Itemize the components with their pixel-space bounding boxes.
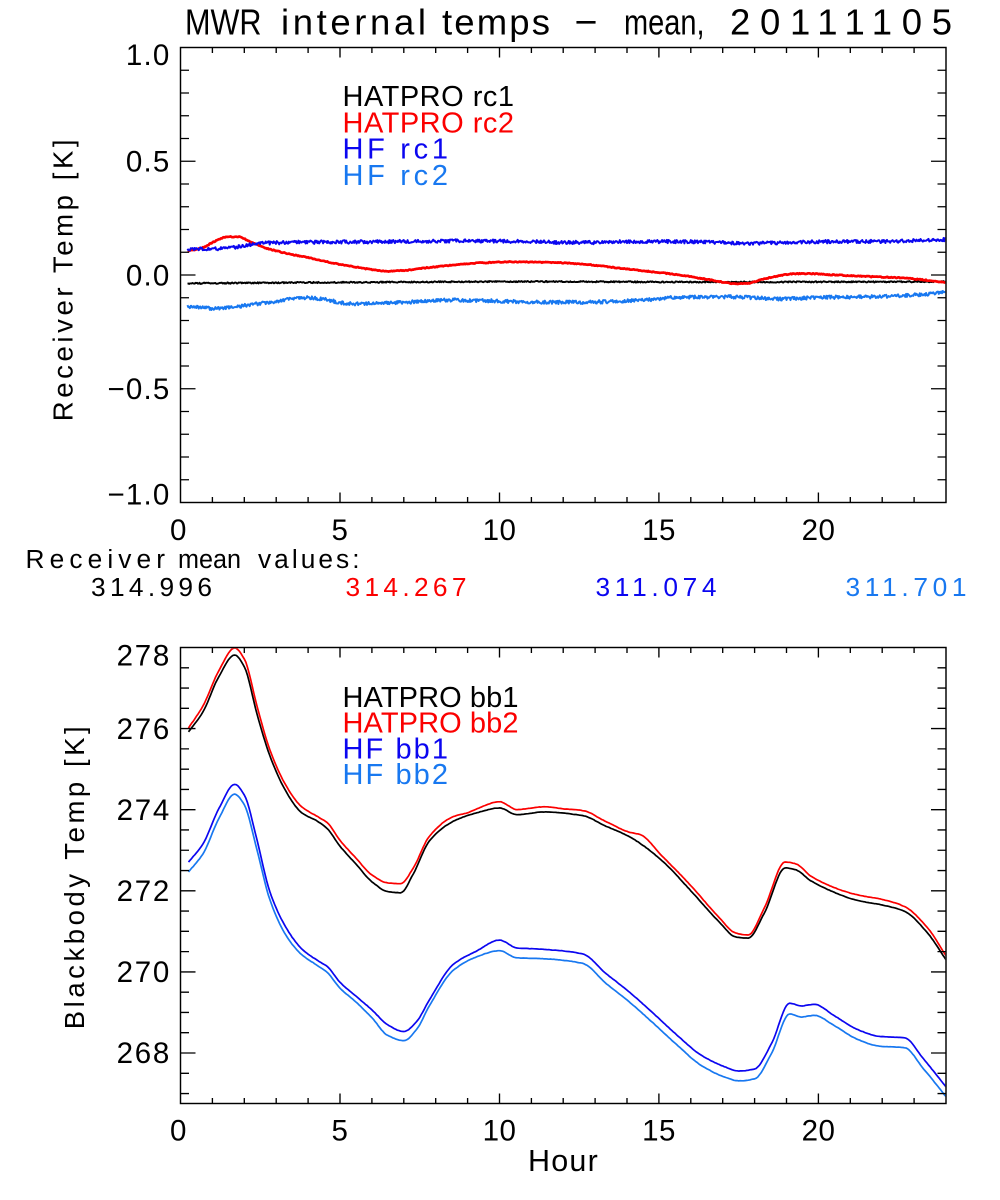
- svg-text:10: 10: [483, 1115, 517, 1148]
- svg-text:temps: temps: [442, 2, 550, 43]
- svg-text:values:: values:: [258, 544, 360, 574]
- svg-text:internal: internal: [281, 2, 426, 43]
- svg-text:Receiver: Receiver: [26, 544, 166, 574]
- svg-text:mean,: mean,: [624, 2, 705, 43]
- svg-text:Hour: Hour: [528, 1144, 599, 1178]
- svg-text:HF rc2: HF rc2: [343, 160, 449, 192]
- svg-text:MWR: MWR: [185, 2, 262, 43]
- svg-text:268: 268: [117, 1037, 171, 1070]
- svg-text:15: 15: [642, 514, 676, 547]
- svg-text:1.0: 1.0: [126, 39, 171, 72]
- svg-text:HATPRO rc1: HATPRO rc1: [343, 81, 515, 113]
- svg-text:10: 10: [483, 514, 517, 547]
- svg-text:HATPRO rc2: HATPRO rc2: [343, 107, 515, 139]
- svg-text:Blackbody Temp [K]: Blackbody Temp [K]: [59, 723, 90, 1029]
- svg-text:276: 276: [117, 713, 171, 746]
- svg-text:20: 20: [802, 1115, 836, 1148]
- svg-text:5: 5: [332, 1115, 349, 1148]
- svg-text:311.074: 311.074: [596, 572, 717, 602]
- svg-text:HF bb2: HF bb2: [343, 759, 449, 791]
- svg-text:15: 15: [642, 1115, 676, 1148]
- svg-text:−: −: [575, 2, 598, 43]
- svg-text:5: 5: [332, 514, 349, 547]
- svg-text:Receiver Temp [K]: Receiver Temp [K]: [48, 136, 79, 421]
- svg-text:278: 278: [117, 639, 171, 672]
- svg-text:−0.5: −0.5: [107, 373, 170, 406]
- svg-text:HATPRO bb1: HATPRO bb1: [343, 682, 519, 714]
- svg-text:270: 270: [117, 956, 171, 989]
- svg-text:0.5: 0.5: [126, 146, 171, 179]
- svg-text:mean: mean: [178, 544, 241, 574]
- svg-text:272: 272: [117, 875, 171, 908]
- svg-text:HATPRO bb2: HATPRO bb2: [343, 708, 519, 740]
- svg-text:0: 0: [170, 1115, 187, 1148]
- svg-text:0: 0: [170, 514, 187, 547]
- svg-text:20: 20: [802, 514, 836, 547]
- svg-text:0.0: 0.0: [126, 260, 171, 293]
- svg-text:274: 274: [117, 794, 171, 827]
- svg-text:314.267: 314.267: [346, 572, 467, 602]
- svg-text:311.701: 311.701: [846, 572, 967, 602]
- svg-text:−1.0: −1.0: [107, 479, 170, 512]
- svg-text:314.996: 314.996: [91, 572, 212, 602]
